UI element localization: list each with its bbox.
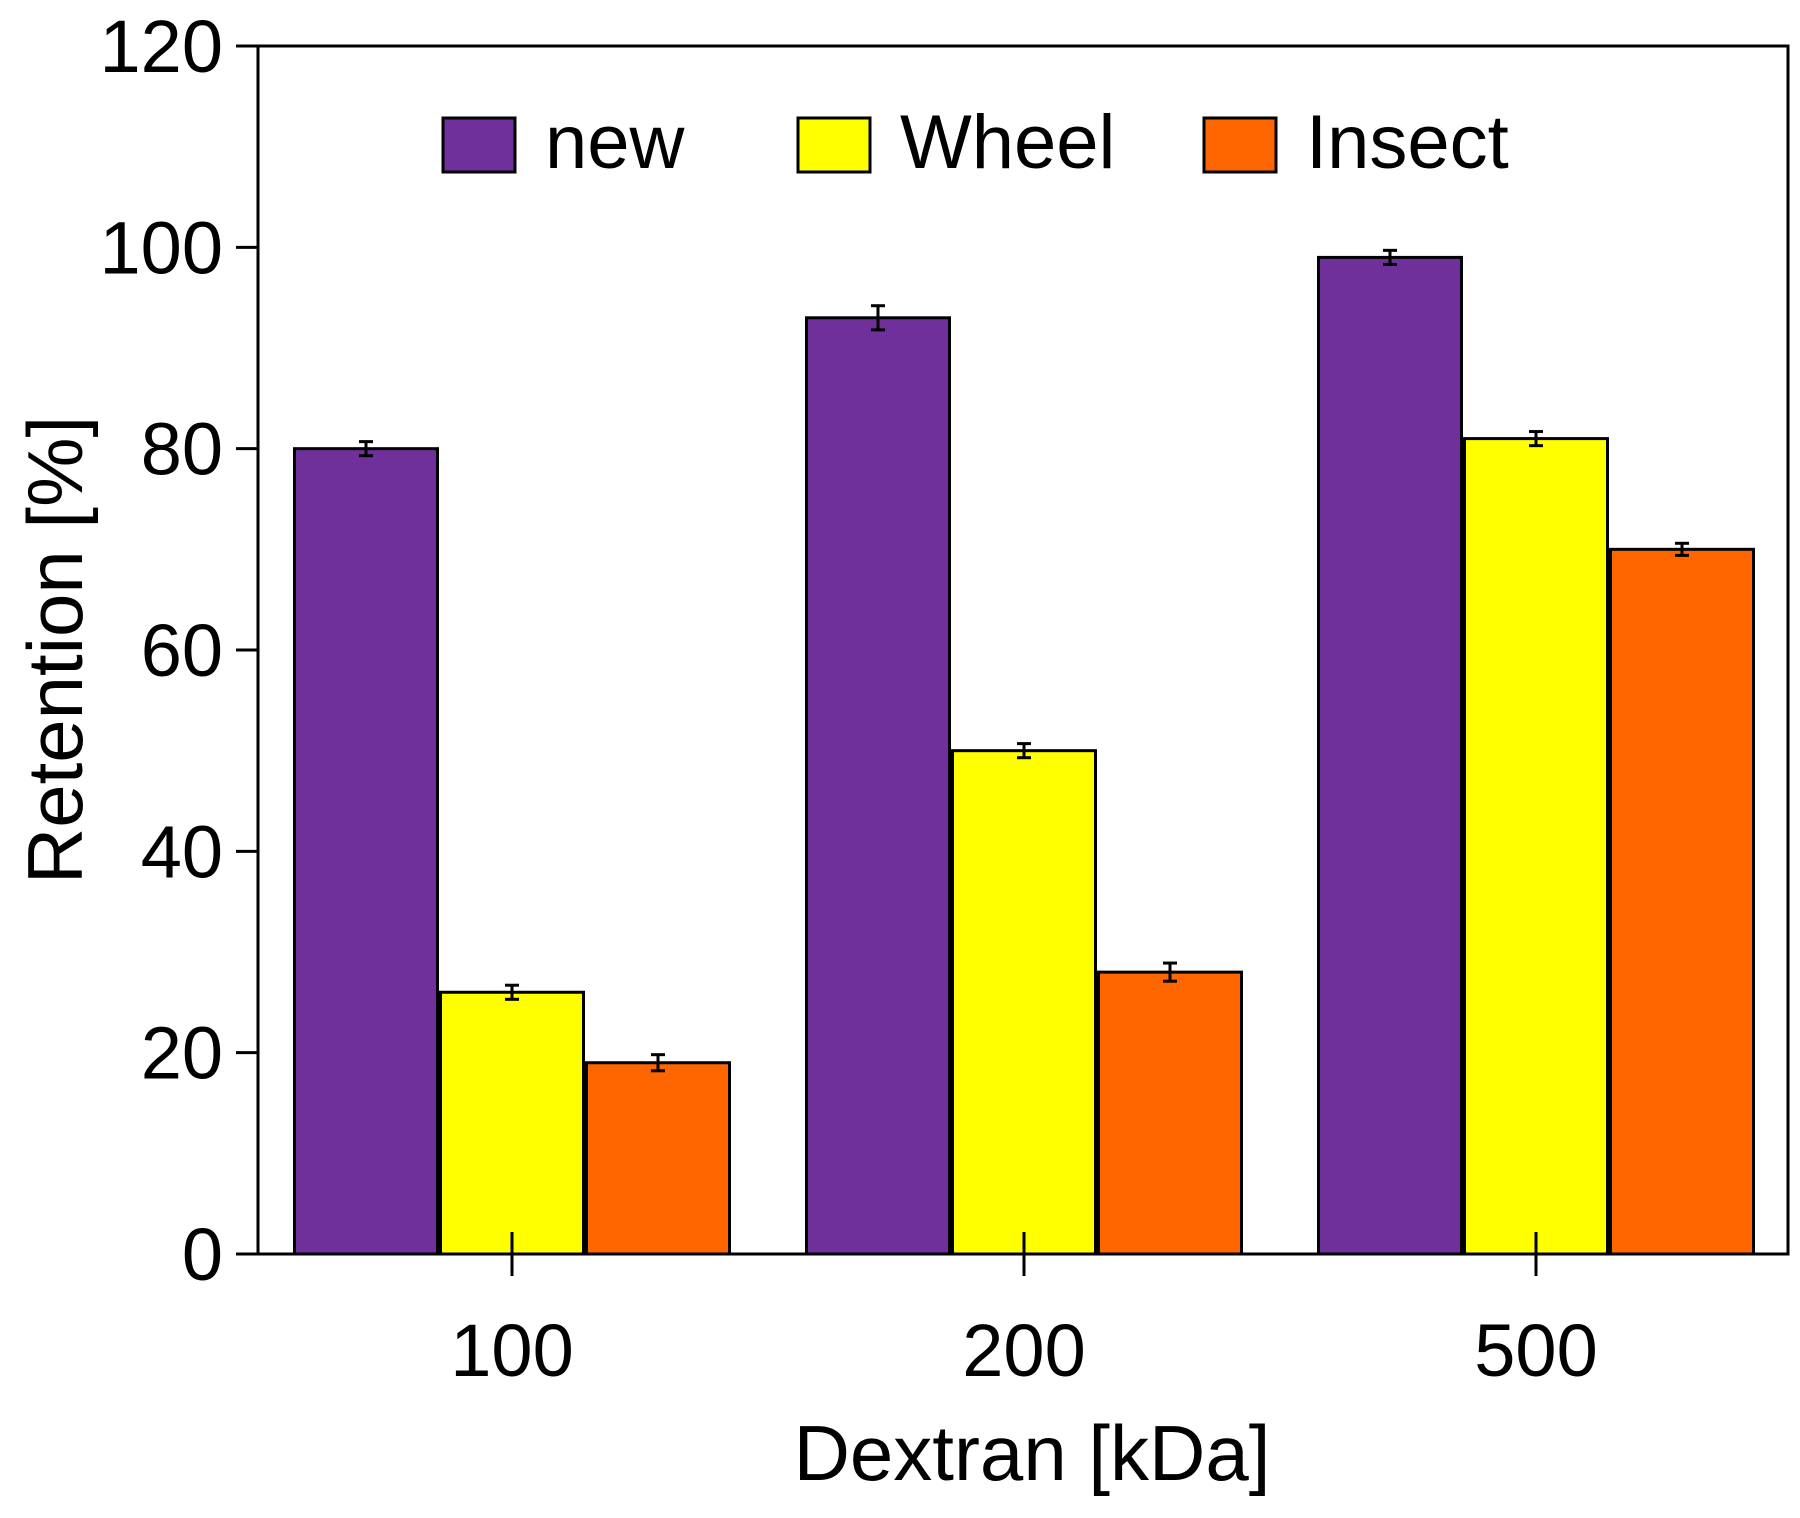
bar-wheel-500 <box>1463 437 1609 1256</box>
bar-wheel-200 <box>951 749 1097 1256</box>
axes-layer: 100 200 500 0 20 40 60 80 100 120 <box>100 5 1790 1392</box>
x-tick-label-100: 100 <box>450 1309 573 1392</box>
legend-label-wheel: Wheel <box>900 100 1115 185</box>
legend: new Wheel Insect <box>441 100 1509 185</box>
y-tick-label-80: 80 <box>141 408 223 491</box>
x-tick-label-200: 200 <box>962 1309 1085 1392</box>
bar-new-100 <box>293 447 439 1256</box>
bar-insect-100 <box>585 1061 731 1256</box>
x-tick-label-500: 500 <box>1474 1309 1597 1392</box>
legend-swatch-insect <box>1202 116 1278 174</box>
bar-wheel-100 <box>439 990 585 1256</box>
legend-swatch-wheel <box>796 116 872 174</box>
y-tick-label-60: 60 <box>141 609 223 692</box>
bar-insect-200 <box>1097 970 1243 1256</box>
bar-new-500 <box>1317 255 1463 1256</box>
legend-label-new: new <box>545 100 686 185</box>
legend-label-insect: Insect <box>1306 100 1509 185</box>
y-tick-label-100: 100 <box>100 206 223 289</box>
y-tick-label-120: 120 <box>100 5 223 88</box>
bar-new-200 <box>805 316 951 1256</box>
y-tick-label-20: 20 <box>141 1012 223 1095</box>
bar-insect-500 <box>1609 547 1755 1256</box>
x-axis-title: Dextran [kDa] <box>794 1409 1271 1497</box>
legend-swatch-new <box>441 116 517 174</box>
y-tick-label-0: 0 <box>182 1213 223 1296</box>
y-tick-label-40: 40 <box>141 810 223 893</box>
bars-layer <box>293 248 1755 1256</box>
y-axis-title: Retention [%] <box>11 416 99 884</box>
